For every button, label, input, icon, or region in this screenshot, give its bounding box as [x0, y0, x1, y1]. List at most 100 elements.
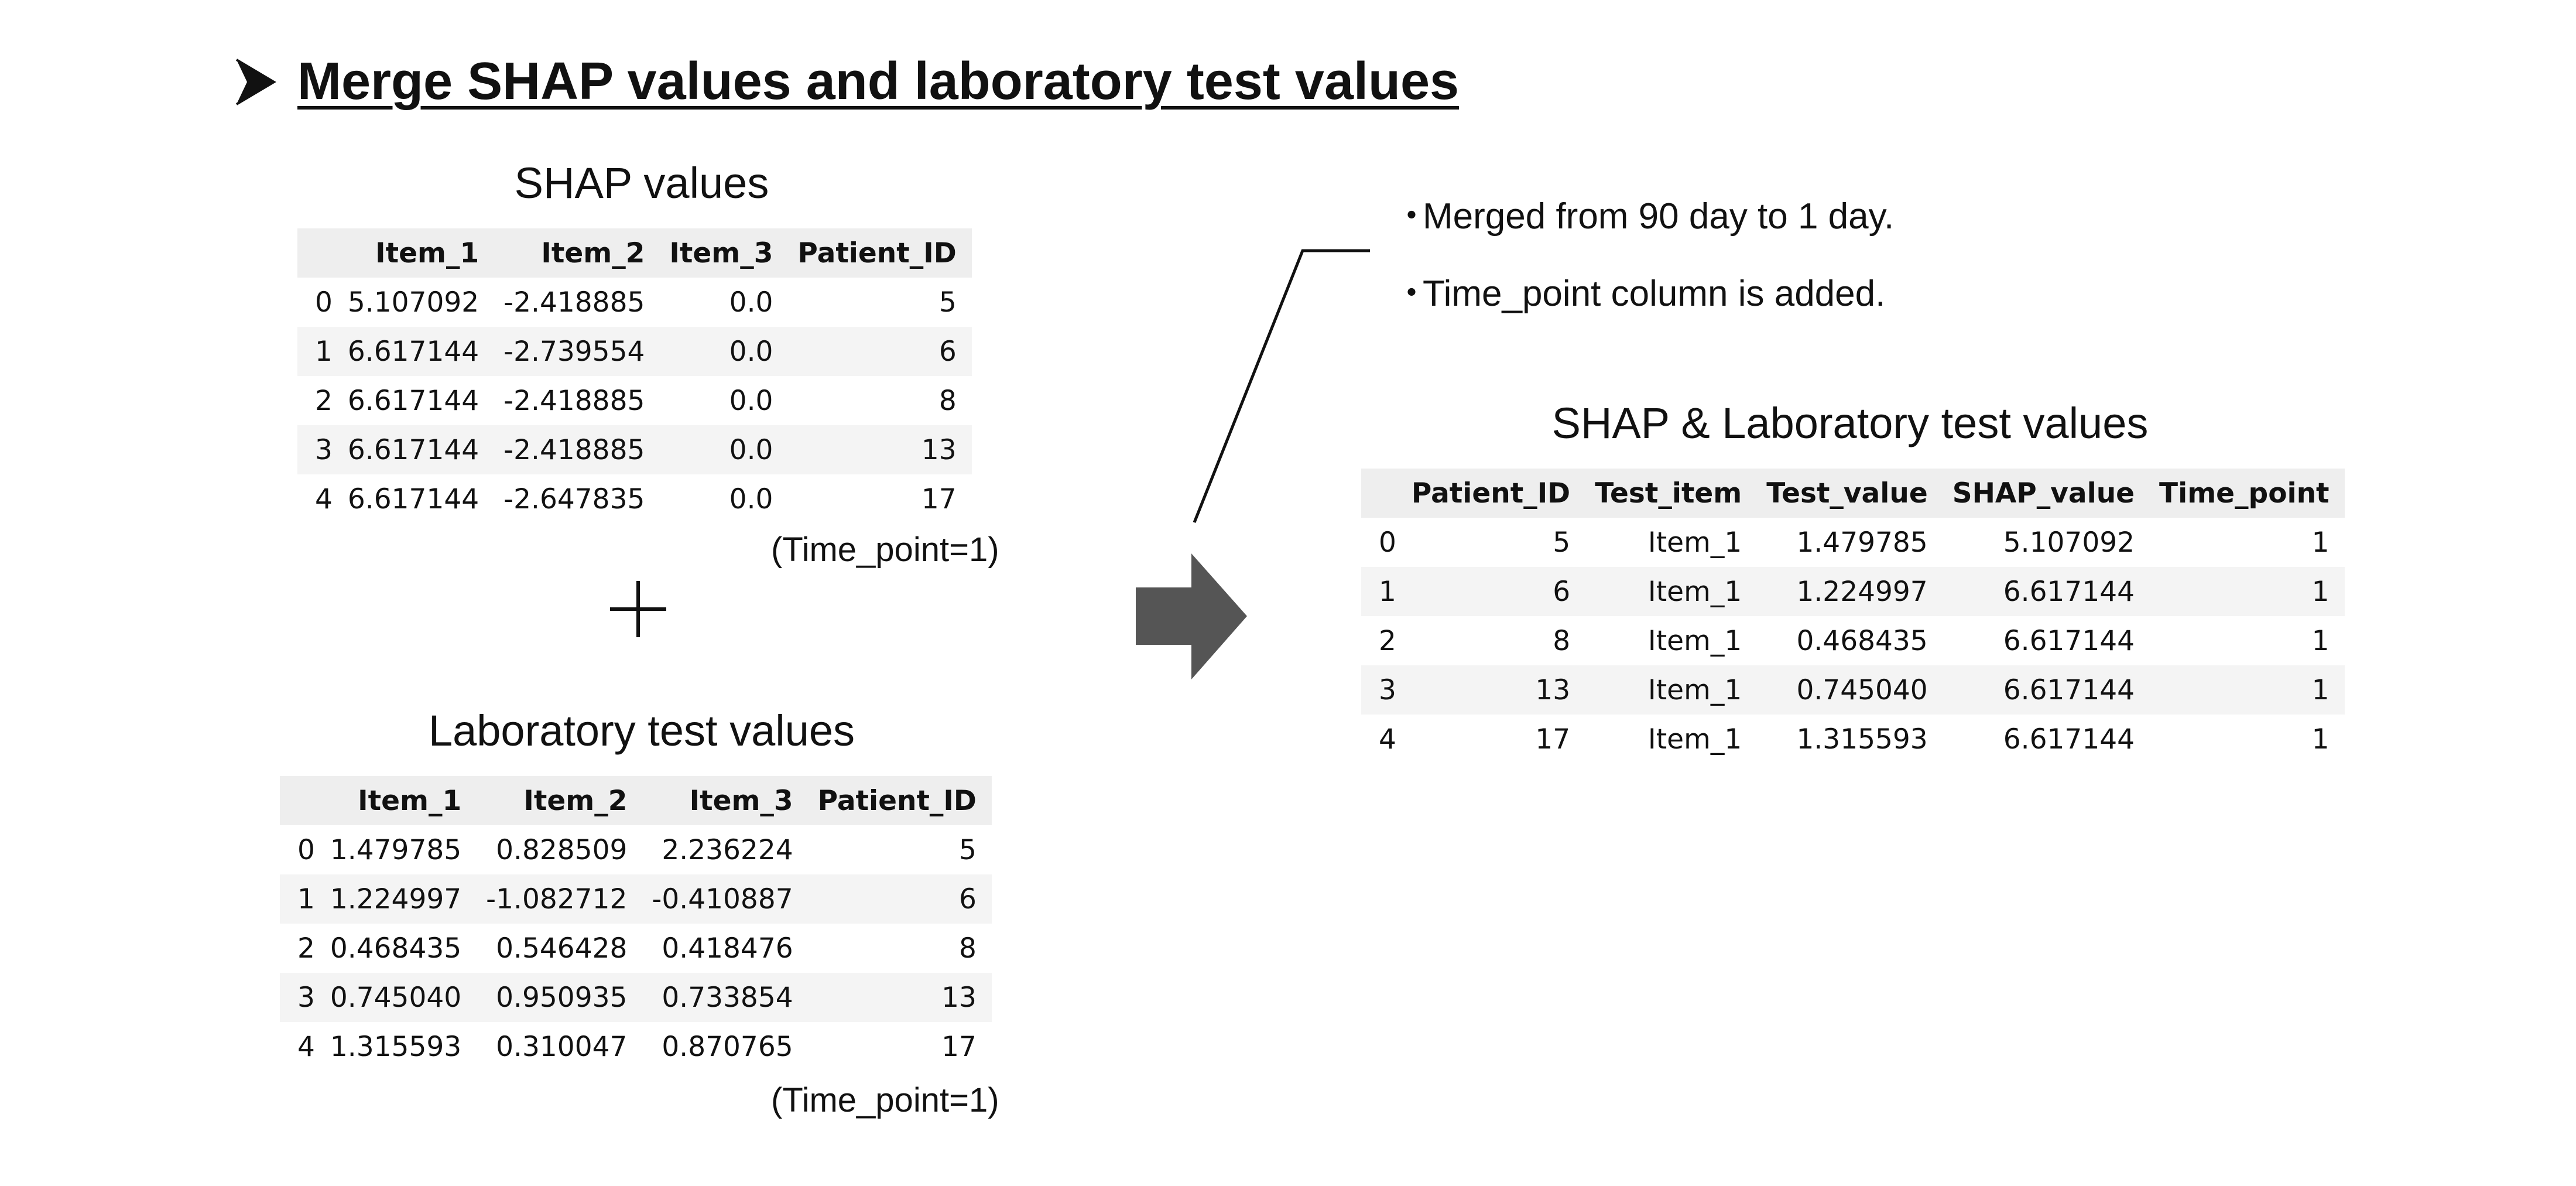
table-cell: 6.617144 — [347, 483, 479, 515]
table-cell: 1 — [2311, 575, 2330, 608]
table-cell: 6 — [1553, 575, 1571, 608]
table-cell: 0.828509 — [496, 833, 628, 866]
table-cell: 0.745040 — [330, 981, 462, 1014]
merged-values-table: Patient_ID Test_item Test_value SHAP_value T… — [1361, 469, 2345, 764]
table-cell: 6.617144 — [347, 433, 479, 466]
table-cell: 0.950935 — [496, 981, 628, 1014]
table-cell: 8 — [938, 384, 957, 417]
table-cell: 5 — [959, 833, 977, 866]
row-index-cell: 4 — [315, 483, 333, 515]
table-cell: -1.082712 — [486, 883, 628, 915]
arrowhead-bullet-icon — [235, 59, 276, 105]
table-cell: 6.617144 — [2003, 674, 2135, 706]
index-header — [297, 228, 338, 278]
table-cell: -2.418885 — [503, 433, 645, 466]
table-cell: 1.315593 — [1796, 723, 1928, 756]
lab-table-title: Laboratory test values — [428, 706, 855, 755]
table-cell: 1 — [2311, 624, 2330, 657]
table-cell: 0.418476 — [662, 932, 793, 965]
table-cell: Item_1 — [1647, 575, 1742, 608]
table-cell: 6.617144 — [2003, 575, 2135, 608]
table-cell: 17 — [941, 1030, 977, 1063]
row-index-cell: 0 — [1379, 526, 1396, 559]
table-cell: 17 — [921, 483, 957, 515]
row-index-cell: 0 — [315, 286, 333, 319]
plus-icon — [610, 581, 666, 637]
table-row: 4 17 Item_1 1.315593 6.617144 1 — [1361, 715, 2345, 764]
column-header: Item_1 — [358, 784, 462, 817]
table-cell: 0.745040 — [1796, 674, 1928, 706]
row-index-cell: 1 — [315, 335, 333, 368]
table-cell: 1 — [2311, 674, 2330, 706]
slide-title: Merge SHAP values and laboratory test va… — [297, 52, 1460, 111]
table-row: 2 0.468435 0.546428 0.418476 8 — [280, 924, 992, 973]
row-index-cell: 3 — [1379, 674, 1396, 706]
table-row: 0 5.107092 -2.418885 0.0 5 — [297, 278, 972, 327]
table-row: 1 6.617144 -2.739554 0.0 6 — [297, 327, 972, 376]
table-cell: 8 — [959, 932, 977, 965]
table-cell: 0.0 — [729, 286, 773, 319]
row-index-cell: 2 — [297, 932, 315, 965]
table-header-row: Item_1 Item_2 Item_3 Patient_ID — [280, 776, 992, 825]
table-cell: -2.418885 — [503, 286, 645, 319]
shap-time-point-note: (Time_point=1) — [771, 531, 999, 569]
table-cell: 6.617144 — [347, 384, 479, 417]
table-cell: 8 — [1553, 624, 1571, 657]
table-cell: 6 — [938, 335, 957, 368]
column-header: Item_1 — [375, 237, 479, 269]
table-cell: 6 — [959, 883, 977, 915]
table-cell: -2.647835 — [503, 483, 645, 515]
lab-values-table: Item_1 Item_2 Item_3 Patient_ID 0 1.479785 0.8… — [280, 776, 992, 1071]
table-cell: 6.617144 — [2003, 723, 2135, 756]
table-cell: 1.315593 — [330, 1030, 462, 1063]
table-cell: -2.418885 — [503, 384, 645, 417]
column-header: Item_3 — [669, 237, 773, 269]
table-cell: -2.739554 — [503, 335, 645, 368]
table-row: 4 6.617144 -2.647835 0.0 17 — [297, 474, 972, 524]
table-cell: 6.617144 — [2003, 624, 2135, 657]
table-row: 3 13 Item_1 0.745040 6.617144 1 — [1361, 665, 2345, 715]
table-row: 3 6.617144 -2.418885 0.0 13 — [297, 425, 972, 474]
table-cell: Item_1 — [1647, 674, 1742, 706]
table-row: 3 0.745040 0.950935 0.733854 13 — [280, 973, 992, 1022]
row-index-cell: 2 — [1379, 624, 1396, 657]
table-cell: 5 — [938, 286, 957, 319]
shap-table-title: SHAP values — [514, 159, 769, 207]
bullet-text: Merged from 90 day to 1 day. — [1423, 196, 1895, 237]
table-cell: 0.0 — [729, 335, 773, 368]
table-cell: 5.107092 — [2003, 526, 2135, 559]
column-header: Patient_ID — [797, 237, 957, 269]
lab-time-point-note: (Time_point=1) — [771, 1081, 999, 1119]
column-header: Patient_ID — [817, 784, 977, 817]
bullet-dot: ・ — [1393, 196, 1430, 237]
table-cell: 1.479785 — [1796, 526, 1928, 559]
table-row: 0 5 Item_1 1.479785 5.107092 1 — [1361, 518, 2345, 567]
column-header: Time_point — [2159, 477, 2330, 510]
table-cell: 0.0 — [729, 433, 773, 466]
table-cell: 13 — [1535, 674, 1571, 706]
table-cell: 17 — [1535, 723, 1571, 756]
row-index-cell: 4 — [297, 1030, 315, 1063]
table-cell: 0.733854 — [662, 981, 793, 1014]
table-cell: 0.0 — [729, 483, 773, 515]
callout-connector-line — [1193, 249, 1370, 523]
row-index-cell: 1 — [1379, 575, 1396, 608]
column-header: Item_2 — [523, 784, 628, 817]
table-cell: 0.310047 — [496, 1030, 628, 1063]
table-cell: -0.410887 — [652, 883, 793, 915]
right-arrow-icon — [1136, 553, 1247, 679]
table-cell: 0.468435 — [1796, 624, 1928, 657]
table-cell: 0.870765 — [662, 1030, 793, 1063]
table-cell: 0.0 — [729, 384, 773, 417]
shap-values-table: Item_1 Item_2 Item_3 Patient_ID 0 5.107092 -2.… — [297, 228, 972, 524]
table-header-row: Item_1 Item_2 Item_3 Patient_ID — [297, 228, 972, 278]
table-cell: Item_1 — [1647, 624, 1742, 657]
table-cell: 2.236224 — [662, 833, 793, 866]
table-header-row: Patient_ID Test_item Test_value SHAP_value T… — [1361, 469, 2345, 518]
table-row: 2 8 Item_1 0.468435 6.617144 1 — [1361, 616, 2345, 665]
table-cell: 0.546428 — [496, 932, 628, 965]
row-index-cell: 3 — [297, 981, 315, 1014]
table-row: 1 1.224997 -1.082712 -0.410887 6 — [280, 874, 992, 924]
row-index-cell: 2 — [315, 384, 333, 417]
column-header: Item_2 — [541, 237, 645, 269]
